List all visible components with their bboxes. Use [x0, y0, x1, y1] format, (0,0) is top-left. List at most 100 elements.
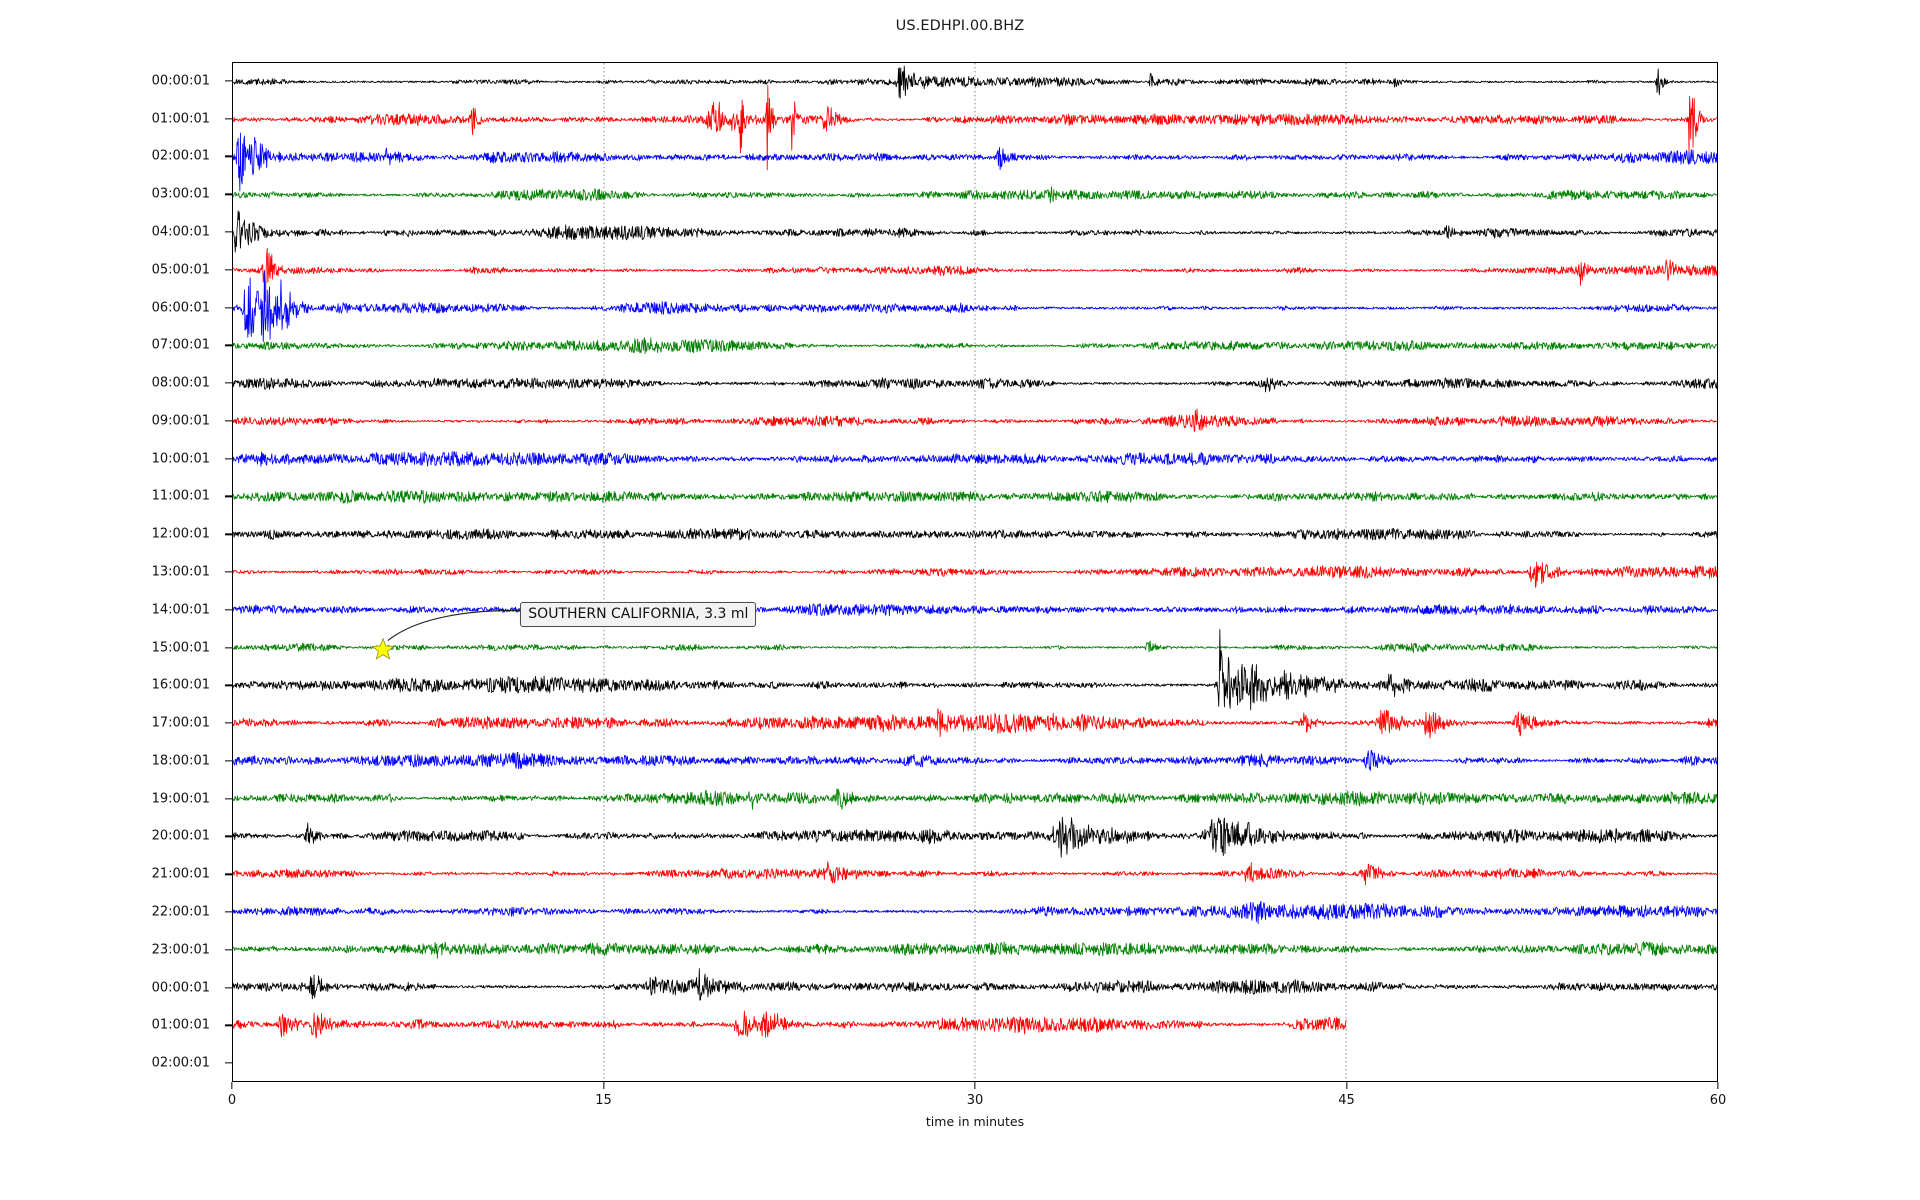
- y-tick-label: 02:00:01: [151, 1055, 210, 1071]
- trace-line: [232, 270, 1718, 343]
- trace-line: [232, 640, 1718, 653]
- x-tick-label: 30: [966, 1093, 984, 1108]
- y-tick-label: 20:00:01: [151, 828, 210, 844]
- x-tick-label: 0: [227, 1093, 237, 1108]
- trace-line: [232, 247, 1718, 303]
- y-tick-mark: [225, 495, 232, 498]
- x-tick-mark: [231, 1082, 233, 1089]
- y-tick-mark: [225, 269, 232, 271]
- y-tick-mark: [225, 420, 232, 422]
- y-tick-label: 08:00:01: [151, 375, 210, 391]
- trace-line: [232, 816, 1718, 858]
- y-tick-mark: [225, 986, 232, 989]
- trace-line: [232, 377, 1718, 393]
- trace-line: [232, 788, 1718, 810]
- y-tick-mark: [225, 835, 232, 838]
- trace-line: [232, 968, 1718, 1001]
- y-tick-label: 17:00:01: [151, 715, 210, 731]
- trace-line: [232, 527, 1718, 541]
- y-tick-mark: [225, 382, 232, 384]
- earthquake-star-icon: [371, 637, 395, 661]
- y-tick-mark: [225, 609, 232, 611]
- trace-line: [232, 861, 1718, 886]
- trace-line: [232, 186, 1718, 204]
- trace-line: [232, 941, 1718, 959]
- y-tick-label: 01:00:01: [151, 111, 210, 127]
- y-tick-mark: [225, 798, 232, 800]
- trace-line: [232, 337, 1718, 355]
- y-tick-label: 05:00:01: [151, 262, 210, 278]
- trace-line: [232, 1010, 1347, 1039]
- y-tick-label: 01:00:01: [151, 1017, 210, 1033]
- y-tick-mark: [225, 646, 232, 649]
- y-tick-mark: [225, 118, 232, 120]
- y-tick-label: 18:00:01: [151, 753, 210, 769]
- y-tick-mark: [225, 722, 232, 724]
- annotation-layer: SOUTHERN CALIFORNIA, 3.3 ml: [233, 63, 1717, 1081]
- y-tick-mark: [225, 155, 232, 158]
- y-tick-label: 09:00:01: [151, 413, 210, 429]
- y-tick-label: 22:00:01: [151, 904, 210, 920]
- x-axis-tick-labels: 0 15 30 45 60: [228, 1082, 1726, 1122]
- y-tick-mark: [225, 949, 232, 951]
- y-tick-mark: [225, 306, 232, 309]
- y-axis-tick-labels: 00:00:01 01:00:01 02:00:01 03:00:01 04:00:01…: [0, 62, 232, 1082]
- y-tick-label: 10:00:01: [151, 451, 210, 467]
- trace-line: [232, 489, 1718, 504]
- y-tick-label: 00:00:01: [151, 73, 210, 89]
- chart-title: US.EDHPI.00.BHZ: [895, 18, 1025, 34]
- trace-line: [232, 451, 1718, 467]
- y-tick-label: 14:00:01: [151, 602, 210, 618]
- y-tick-label: 21:00:01: [151, 866, 210, 882]
- x-tick-mark: [1717, 1082, 1719, 1089]
- x-tick-label: 15: [595, 1093, 612, 1108]
- plot-area: SOUTHERN CALIFORNIA, 3.3 ml: [232, 62, 1718, 1082]
- trace-line: [232, 132, 1718, 192]
- x-axis-title: time in minutes: [925, 1114, 1025, 1129]
- y-tick-label: 13:00:01: [151, 564, 210, 580]
- trace-line: [232, 210, 1718, 253]
- y-tick-mark: [225, 344, 232, 346]
- y-tick-mark: [225, 873, 232, 875]
- y-tick-label: 03:00:01: [151, 186, 210, 202]
- y-tick-label: 07:00:01: [151, 337, 210, 353]
- y-tick-mark: [225, 760, 232, 762]
- y-tick-label: 11:00:01: [151, 488, 210, 504]
- y-tick-mark: [225, 684, 232, 686]
- x-tick-mark: [1345, 1082, 1348, 1089]
- x-tick-mark: [974, 1082, 976, 1089]
- y-tick-mark: [225, 533, 232, 535]
- x-tick-mark: [602, 1082, 605, 1089]
- trace-line: [232, 408, 1718, 432]
- trace-line: [232, 749, 1718, 771]
- y-tick-mark: [225, 1024, 232, 1026]
- event-annotation-label: SOUTHERN CALIFORNIA, 3.3 ml: [520, 601, 757, 627]
- y-tick-mark: [225, 193, 232, 195]
- trace-line: [232, 708, 1718, 739]
- trace-line: [232, 603, 1718, 617]
- trace-line: [232, 65, 1718, 99]
- y-tick-label: 15:00:01: [151, 640, 210, 656]
- y-tick-label: 06:00:01: [151, 300, 210, 316]
- y-tick-mark: [225, 80, 232, 82]
- x-tick-label: 60: [1709, 1093, 1727, 1108]
- y-tick-mark: [225, 231, 232, 233]
- y-tick-label: 16:00:01: [151, 677, 210, 693]
- y-tick-mark: [225, 911, 232, 913]
- x-tick-label: 45: [1338, 1093, 1355, 1108]
- y-tick-label: 02:00:01: [151, 148, 210, 164]
- y-tick-mark: [225, 571, 232, 573]
- y-tick-label: 04:00:01: [151, 224, 210, 240]
- trace-line: [232, 629, 1718, 711]
- annotation-connector: [387, 610, 521, 641]
- y-tick-label: 12:00:01: [151, 526, 210, 542]
- y-tick-label: 00:00:01: [151, 980, 210, 996]
- y-tick-mark: [225, 1062, 232, 1064]
- y-tick-label: 23:00:01: [151, 942, 210, 958]
- trace-line: [232, 561, 1718, 588]
- y-tick-mark: [225, 458, 232, 460]
- trace-line: [232, 84, 1718, 171]
- trace-line: [232, 900, 1718, 925]
- seismogram-traces: [232, 65, 1718, 1039]
